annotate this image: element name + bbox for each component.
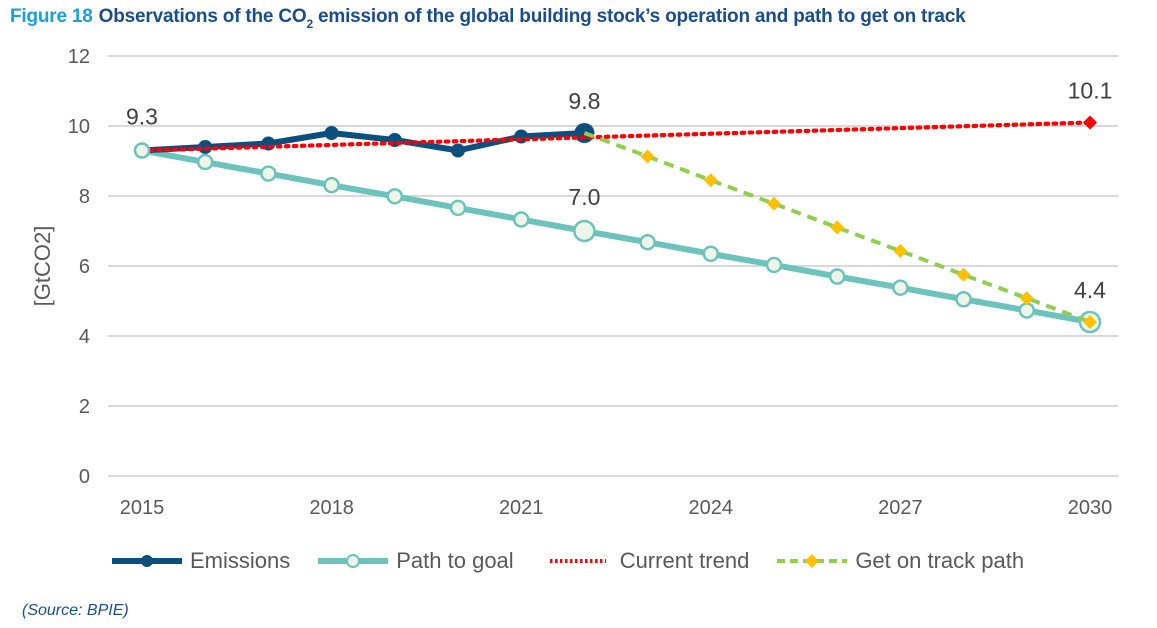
get-on-track-point <box>703 173 718 188</box>
get-on-track-legend-icon <box>777 554 848 568</box>
data-label: 9.3 <box>126 104 158 130</box>
path-to-goal-point <box>386 188 404 205</box>
path-to-goal-point <box>512 211 530 228</box>
source-note: (Source: BPIE) <box>22 602 129 619</box>
path-to-goal-line <box>141 147 1091 325</box>
path-to-goal-point <box>449 199 467 217</box>
series-group <box>133 115 1102 334</box>
legend-item-path-to-goal[interactable]: Path to goal <box>316 548 514 574</box>
get-on-track-point <box>1083 315 1097 329</box>
emissions-point <box>514 129 529 144</box>
y-axis-ticks: 0 2 4 6 8 10 12 <box>68 46 90 488</box>
path-to-goal-point <box>955 291 972 308</box>
figure-title: Figure 18 Observations of the CO2 emissio… <box>10 6 966 31</box>
legend-item-emissions[interactable]: Emissions <box>110 548 290 574</box>
x-axis-ticks: 2015 2018 2021 2024 2027 2030 <box>120 497 1113 519</box>
x-tick-label: 2030 <box>1068 497 1113 519</box>
path-to-goal-point <box>196 153 214 171</box>
get-on-track-point <box>893 243 908 258</box>
y-tick-label: 8 <box>79 186 90 208</box>
legend: Emissions Path to goal Current trend Get… <box>110 548 1050 574</box>
legend-item-current-trend[interactable]: Current trend <box>540 548 750 574</box>
legend-label: Current trend <box>619 548 750 573</box>
current-trend-legend-icon <box>549 559 606 563</box>
legend-item-get-on-track[interactable]: Get on track path <box>775 548 1024 574</box>
line-chart: 0 2 4 6 8 10 12 2015 2018 2021 2024 2027 2030 [GtCO… <box>30 46 1118 519</box>
data-label: 7.0 <box>568 184 600 210</box>
x-tick-label: 2015 <box>120 497 165 519</box>
data-labels: 9.3 9.8 7.0 10.1 4.4 <box>126 78 1112 304</box>
path-to-goal-point <box>892 279 909 296</box>
path-to-goal-point <box>702 245 720 262</box>
legend-label: Get on track path <box>855 548 1025 573</box>
get-on-track-line <box>583 131 1091 324</box>
y-tick-label: 12 <box>68 46 90 68</box>
legend-label: Path to goal <box>396 548 514 573</box>
emissions-point <box>324 126 339 140</box>
data-label: 10.1 <box>1068 78 1113 104</box>
y-tick-label: 4 <box>79 326 90 348</box>
emissions-point <box>451 143 465 158</box>
path-to-goal-point <box>260 165 277 182</box>
x-tick-label: 2021 <box>499 497 544 519</box>
path-to-goal-point <box>1018 302 1036 319</box>
x-tick-label: 2024 <box>689 497 734 519</box>
title-text-before: Observations of the CO <box>98 6 307 27</box>
path-to-goal-point <box>133 142 151 159</box>
y-tick-label: 10 <box>68 116 90 138</box>
path-to-goal-legend-icon <box>318 554 389 568</box>
data-label: 4.4 <box>1074 277 1106 303</box>
y-tick-label: 0 <box>79 466 90 488</box>
path-to-goal-point <box>323 176 340 194</box>
path-to-goal-point <box>828 268 846 285</box>
title-text-after: emission of the global building stock’s … <box>312 6 966 27</box>
y-tick-label: 6 <box>79 256 90 278</box>
y-tick-label: 2 <box>79 396 90 418</box>
path-to-goal-point <box>639 233 656 251</box>
path-to-goal-point <box>573 219 596 243</box>
y-axis-label: [GtCO2] <box>30 226 55 307</box>
get-on-track-point <box>830 220 845 235</box>
get-on-track-point <box>1019 291 1034 306</box>
title-subscript: 2 <box>306 17 313 31</box>
path-to-goal-point <box>765 256 783 274</box>
figure-label: Figure 18 <box>10 6 93 27</box>
current-trend-overlay <box>140 120 1092 153</box>
gridlines <box>108 55 1118 477</box>
get-on-track-point <box>640 149 655 164</box>
data-label: 9.8 <box>568 88 600 114</box>
x-tick-label: 2027 <box>878 497 923 519</box>
get-on-track-point <box>956 267 971 282</box>
x-tick-label: 2018 <box>309 497 354 519</box>
emissions-legend-icon <box>112 555 182 567</box>
legend-label: Emissions <box>190 548 291 573</box>
get-on-track-point <box>767 196 781 211</box>
